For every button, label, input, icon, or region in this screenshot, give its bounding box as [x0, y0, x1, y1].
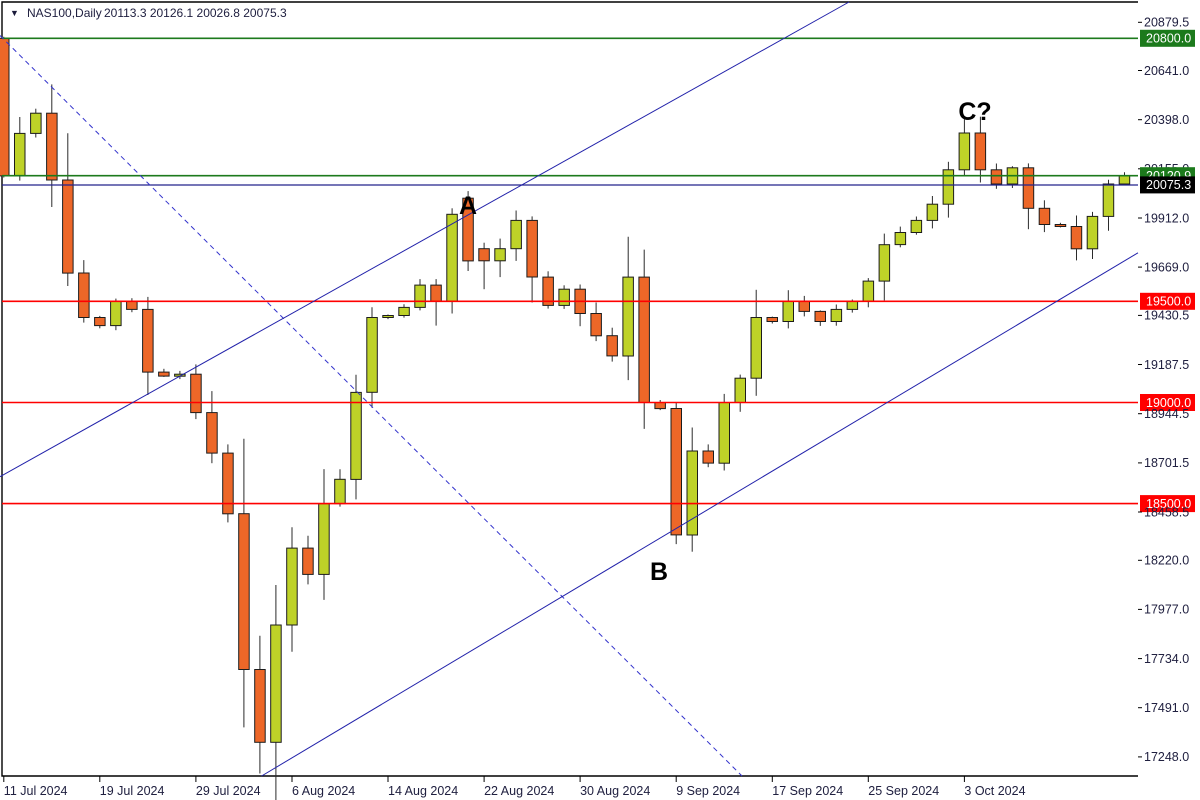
svg-text:18220.0: 18220.0: [1144, 554, 1189, 568]
svg-text:9 Sep 2024: 9 Sep 2024: [676, 784, 740, 798]
svg-text:18944.5: 18944.5: [1144, 407, 1189, 421]
svg-text:19912.0: 19912.0: [1144, 211, 1189, 225]
svg-text:17248.0: 17248.0: [1144, 750, 1189, 764]
svg-text:20879.5: 20879.5: [1144, 16, 1189, 30]
svg-text:22 Aug 2024: 22 Aug 2024: [484, 784, 554, 798]
svg-text:B: B: [650, 558, 668, 586]
svg-text:19187.5: 19187.5: [1144, 358, 1189, 372]
svg-text:19430.5: 19430.5: [1144, 309, 1189, 323]
svg-text:NAS100,Daily: NAS100,Daily: [27, 6, 102, 20]
svg-text:20800.0: 20800.0: [1146, 32, 1191, 46]
svg-text:C?: C?: [958, 98, 991, 126]
svg-text:3 Oct 2024: 3 Oct 2024: [964, 784, 1025, 798]
svg-text:29 Jul 2024: 29 Jul 2024: [196, 784, 261, 798]
svg-text:19500.0: 19500.0: [1146, 295, 1191, 309]
svg-text:30 Aug 2024: 30 Aug 2024: [580, 784, 650, 798]
svg-text:14 Aug 2024: 14 Aug 2024: [388, 784, 458, 798]
svg-text:20075.3: 20075.3: [1146, 178, 1191, 192]
svg-text:17491.0: 17491.0: [1144, 701, 1189, 715]
svg-text:18458.5: 18458.5: [1144, 505, 1189, 519]
svg-text:17734.0: 17734.0: [1144, 652, 1189, 666]
svg-text:6 Aug 2024: 6 Aug 2024: [292, 784, 355, 798]
svg-text:17977.0: 17977.0: [1144, 603, 1189, 617]
svg-text:11 Jul 2024: 11 Jul 2024: [4, 784, 68, 798]
svg-text:20398.0: 20398.0: [1144, 113, 1189, 127]
svg-text:18701.5: 18701.5: [1144, 456, 1189, 470]
svg-text:19 Jul 2024: 19 Jul 2024: [100, 784, 165, 798]
svg-text:25 Sep 2024: 25 Sep 2024: [868, 784, 939, 798]
svg-text:A: A: [459, 192, 477, 220]
svg-text:20113.3 20126.1 20026.8 20075.: 20113.3 20126.1 20026.8 20075.3: [104, 6, 287, 20]
svg-text:▼: ▼: [10, 8, 19, 18]
svg-text:19669.0: 19669.0: [1144, 260, 1189, 274]
svg-text:20641.0: 20641.0: [1144, 64, 1189, 78]
svg-text:17 Sep 2024: 17 Sep 2024: [772, 784, 843, 798]
